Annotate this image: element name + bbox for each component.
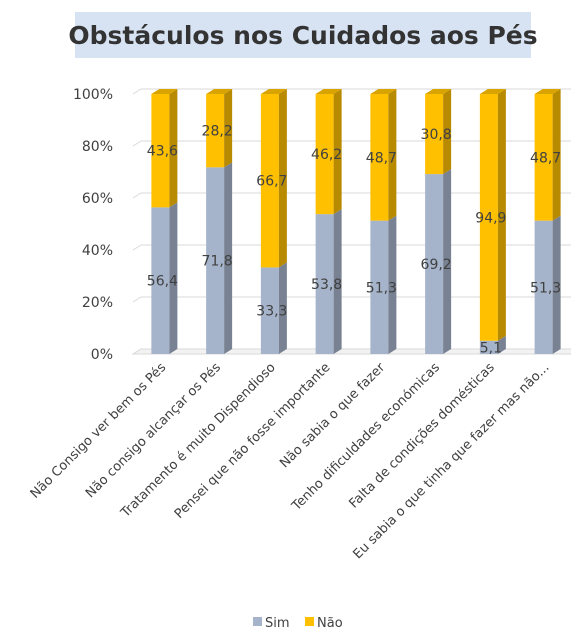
data-label: 33,3 — [256, 304, 287, 320]
x-tick-label: Eu sabia o que tinha que fazer mas não..… — [350, 360, 552, 562]
data-label: 48,7 — [530, 150, 561, 166]
legend-swatch — [253, 617, 262, 626]
bar-no-top — [206, 89, 233, 94]
legend-label: Sim — [265, 616, 290, 631]
y-tick-label: 80% — [82, 139, 113, 155]
bar-no-side — [443, 89, 452, 175]
gridline-side — [132, 88, 142, 95]
gridline-side — [132, 244, 142, 251]
data-label: 5,1 — [480, 340, 502, 356]
bar-no-side — [224, 89, 233, 168]
bar-no — [425, 94, 444, 175]
y-tick-label: 60% — [82, 191, 113, 207]
data-label: 53,8 — [311, 277, 342, 293]
y-tick-label: 40% — [82, 243, 113, 259]
bar-sim — [260, 267, 279, 354]
chart-title-box: Obstáculos nos Cuidados aos Pés — [68, 12, 538, 58]
legend-label: Não — [317, 616, 343, 631]
bar-sim-side — [224, 162, 233, 354]
bar-sim — [479, 340, 498, 354]
bar-no-side — [388, 89, 397, 221]
bar-no-side — [169, 89, 178, 208]
bar-sim — [315, 214, 334, 354]
gridline-side — [132, 192, 142, 199]
bar-no-side — [497, 89, 506, 341]
bar-no — [260, 94, 279, 268]
bar-no-top — [315, 89, 342, 94]
data-label: 56,4 — [147, 274, 178, 290]
bar-sim — [370, 220, 389, 354]
data-label: 30,8 — [421, 127, 452, 143]
data-label: 46,2 — [311, 147, 342, 163]
data-label: 66,7 — [256, 174, 287, 190]
bar-sim-side — [443, 169, 452, 354]
data-label: 28,2 — [202, 124, 233, 140]
bar-no-top — [260, 89, 287, 94]
data-label: 71,8 — [202, 254, 233, 270]
bar-sim-side — [552, 215, 561, 354]
bar-no-top — [479, 89, 506, 94]
bar-no — [206, 94, 225, 168]
bar-no-side — [278, 89, 287, 268]
bar-no — [151, 94, 170, 208]
y-tick-label: 20% — [82, 295, 113, 311]
bar-sim-side — [278, 262, 287, 354]
bar-sim-side — [333, 209, 342, 354]
chart-title: Obstáculos nos Cuidados aos Pés — [68, 20, 538, 50]
bar-no-side — [552, 89, 561, 221]
data-label: 51,3 — [530, 280, 561, 296]
x-tick-label: Não sabia o que fazer — [277, 360, 388, 471]
chart-floor — [131, 348, 571, 355]
bar-sim — [425, 174, 444, 354]
gridline-side — [132, 140, 142, 147]
data-label: 94,9 — [475, 210, 506, 226]
bar-no-side — [333, 89, 342, 215]
y-tick-label: 100% — [73, 87, 113, 103]
y-tick-label: 0% — [91, 347, 113, 363]
data-label: 51,3 — [366, 280, 397, 296]
bar-no-top — [370, 89, 397, 94]
bar-no — [534, 94, 553, 221]
bar-no — [370, 94, 389, 221]
bar-no-top — [151, 89, 178, 94]
bar-no-top — [534, 89, 561, 94]
bar-sim-side — [169, 202, 178, 354]
data-label: 48,7 — [366, 150, 397, 166]
bar-sim-side — [388, 215, 397, 354]
legend-swatch — [305, 617, 314, 626]
bar-no — [479, 94, 498, 341]
bar-sim — [534, 220, 553, 354]
bar-sim — [151, 207, 170, 354]
data-label: 69,2 — [421, 257, 452, 273]
gridline-side — [132, 296, 142, 303]
bar-no-top — [425, 89, 452, 94]
bar-sim — [206, 167, 225, 354]
bar-no — [315, 94, 334, 215]
data-label: 43,6 — [147, 144, 178, 160]
bar-sim-side — [497, 335, 506, 354]
